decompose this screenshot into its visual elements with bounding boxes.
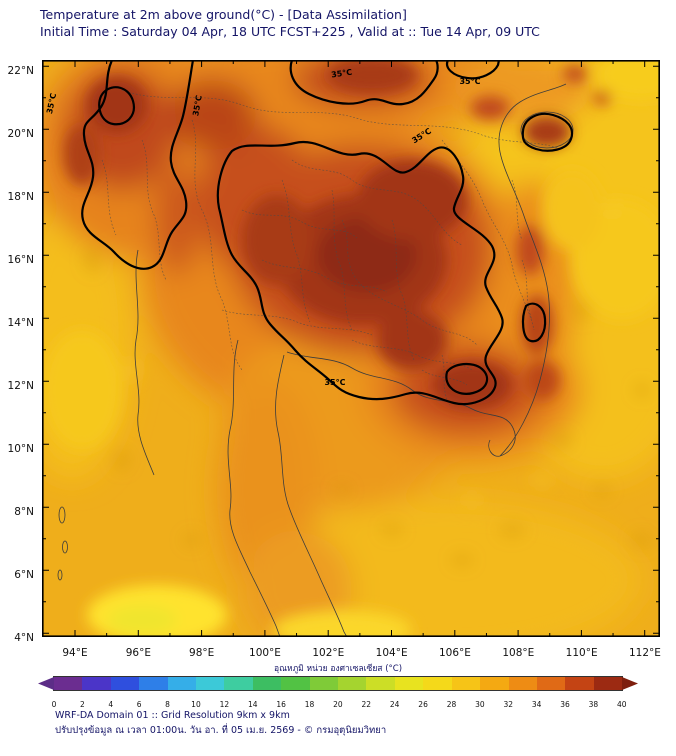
colorbar-segment	[139, 677, 168, 690]
title-line-1: Temperature at 2m above ground(°C) - [Da…	[40, 7, 407, 22]
colorbar-segment	[423, 677, 452, 690]
colorbar-segment	[338, 677, 367, 690]
colorbar-label: อุณหภูมิ หน่วย องศาเซลเซียส (°C)	[273, 664, 403, 674]
contour-lines	[81, 60, 574, 406]
colorbar-segment	[508, 677, 537, 690]
y-axis-tick-labels: 22°N 20°N 18°N 16°N 14°N 12°N 10°N 8°N 6°N 4°N	[7, 65, 34, 644]
admin-borders	[101, 89, 563, 406]
colorbar-segment	[565, 677, 594, 690]
colorbar-segment	[224, 677, 253, 690]
colorbar-segment	[480, 677, 509, 690]
axis-tick-marks	[42, 60, 660, 637]
temperature-map-canvas: 35°C 35°C 35°C 35°C 35°C 35°C	[42, 60, 660, 637]
contour-label: 35°C	[324, 378, 345, 387]
colorbar-segment	[593, 677, 623, 690]
colorbar-segment	[167, 677, 197, 690]
contour-label: 35°C	[191, 94, 204, 116]
contour-label: 35°C	[331, 68, 353, 80]
title-line-2: Initial Time : Saturday 04 Apr, 18 UTC F…	[40, 24, 540, 39]
colorbar-segment	[536, 677, 566, 690]
contour-label: 35°C	[459, 77, 480, 86]
contour-label: 35°C	[45, 92, 58, 115]
colorbar-right-arrow-icon	[622, 677, 638, 690]
colorbar-segment	[82, 677, 111, 690]
x-axis-tick-labels: 94°E 96°E 98°E 100°E 102°E 104°E 106°E 108°E 110…	[62, 647, 661, 659]
colorbar-segment	[54, 677, 83, 690]
colorbar-segment	[196, 677, 225, 690]
colorbar-segment	[451, 677, 481, 690]
colorbar-segment	[366, 677, 395, 690]
colorbar-segment	[110, 677, 140, 690]
colorbar-segment	[394, 677, 424, 690]
footer-line-2: ปรับปรุงข้อมูล ณ เวลา 01:00น. วัน อา. ที…	[55, 725, 387, 736]
map-plot: 35°C 35°C 35°C 35°C 35°C 35°C	[42, 60, 660, 637]
footer-line-1: WRF-DA Domain 01 :: Grid Resolution 9km …	[55, 710, 290, 721]
colorbar-segment	[252, 677, 282, 690]
coastlines	[57, 83, 574, 637]
colorbar-segment	[281, 677, 310, 690]
map-frame	[42, 60, 660, 637]
colorbar-segment	[309, 677, 339, 690]
plot-header: Temperature at 2m above ground(°C) - [Da…	[40, 6, 540, 40]
plot-footer: WRF-DA Domain 01 :: Grid Resolution 9km …	[55, 708, 386, 738]
colorbar-left-arrow-icon	[38, 677, 54, 690]
colorbar: อุณหภูมิ หน่วย องศาเซลเซียส (°C) 0 2 4 6 8 10…	[38, 661, 638, 711]
colorbar-segments	[53, 676, 623, 691]
colorbar-bar	[38, 676, 638, 691]
colorbar-tick-labels: 0 2 4 6 8 10 12 14 16 18 20 22 24 26 28 30 32 34 36 38 40	[51, 700, 627, 709]
